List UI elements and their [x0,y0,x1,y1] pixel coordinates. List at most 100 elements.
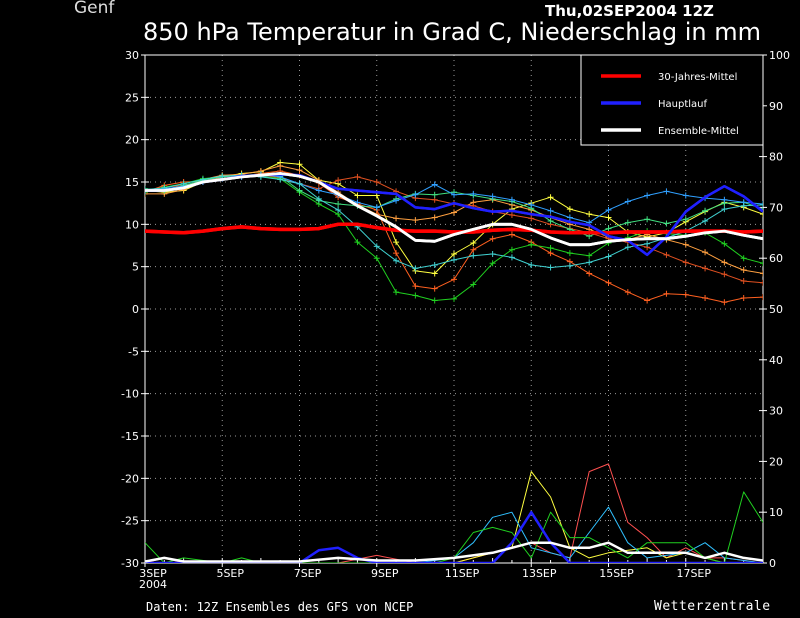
temp-point-marker [451,295,457,302]
x-tick-label: 17SEP [676,567,711,580]
y-left-tick-label: -25 [121,515,139,528]
temp-point-marker [431,214,438,221]
temp-point-marker [393,257,400,264]
temp-point-marker [145,189,148,196]
x-tick-label: 15SEP [599,567,634,580]
temp-point-marker [760,294,763,301]
y-left-tick-label: 20 [125,134,139,147]
temp-point-marker [489,235,496,242]
temp-point-marker [721,299,728,306]
y-right-tick-label: 50 [769,303,783,316]
temp-point-marker [547,217,554,224]
x-tick-label: 7SEP [294,567,322,580]
temp-point-marker [644,192,651,199]
temp-point-marker [566,262,573,269]
temp-point-marker [682,216,689,223]
y-left-tick-label: 30 [125,49,139,62]
temp-point-marker [605,225,612,232]
temp-point-marker [219,173,226,180]
temp-point-marker [373,255,380,262]
temp-point-marker [470,239,477,246]
temp-point-marker [373,204,380,211]
temp-point-marker [566,206,573,213]
temp-point-marker [393,215,400,222]
y-left-tick-label: 25 [125,91,139,104]
temp-point-marker [145,190,148,197]
temp-point-marker [528,241,535,248]
temp-point-marker [663,220,670,227]
temp-point-marker [508,196,515,203]
temp-point-marker [354,239,361,246]
x-tick-label: 9SEP [371,567,399,580]
temp-point-marker [702,217,709,224]
y-right-tick-label: 40 [769,354,783,367]
brand-label: Wetterzentrale [654,599,771,614]
y-left-tick-label: -20 [121,472,139,485]
temp-point-marker [528,215,535,222]
temp-point-marker [624,289,631,296]
temp-line-top-ensemble-mittel [145,172,763,247]
temp-point-marker [740,267,747,274]
y-left-tick-label: -15 [121,430,139,443]
temp-point-marker [740,278,747,285]
temp-point-marker [431,261,438,268]
temp-point-marker [393,289,400,296]
temp-point-marker [702,265,709,272]
location-label: Genf [74,0,115,18]
temp-point-marker [528,201,535,208]
temp-point-marker [431,196,438,203]
temp-point-marker [663,290,670,297]
temp-point-marker [740,294,747,301]
temp-point-marker [296,167,303,174]
temp-point-marker [547,194,554,201]
temp-point-marker [335,201,342,208]
temp-point-marker [682,259,689,266]
temp-point-marker [760,201,763,208]
y-right-tick-label: 20 [769,455,783,468]
temp-point-marker [644,297,651,304]
temp-point-marker [566,214,573,221]
temp-point-marker [296,180,303,187]
x-tick-label: 5SEP [216,567,244,580]
temp-point-marker [760,260,763,267]
y-left-tick-label: -10 [121,388,139,401]
legend-label: 30-Jahres-Mittel [658,72,737,83]
y-right-tick-label: 10 [769,506,783,519]
temp-point-marker [335,206,342,213]
temp-point-marker [393,239,400,246]
y-left-tick-label: -5 [128,345,139,358]
y-right-tick-label: 0 [769,557,776,570]
temp-point-marker [663,251,670,258]
y-right-tick-label: 60 [769,252,783,265]
temp-point-marker [315,195,322,202]
temp-point-marker [605,253,612,260]
temp-point-marker [682,192,689,199]
temp-point-marker [296,161,303,168]
temp-point-marker [624,219,631,226]
temp-point-marker [489,260,496,267]
temp-point-marker [721,271,728,278]
temp-point-marker [740,255,747,262]
y-left-tick-label: 5 [132,261,139,274]
temp-point-marker [451,256,457,263]
y-right-tick-label: 90 [769,100,783,113]
temp-point-marker [489,250,496,257]
temp-point-marker [451,209,457,216]
temp-point-marker [451,276,457,283]
temp-point-marker [721,206,728,213]
temp-point-marker [393,250,400,257]
temp-point-marker [296,187,303,194]
temp-point-marker [393,197,400,204]
temp-point-marker [412,217,419,224]
temp-point-marker [586,252,593,259]
temp-point-marker [354,192,361,199]
temp-point-marker [373,243,380,250]
temp-point-marker [277,176,284,183]
temp-point-marker [702,249,709,256]
temp-point-marker [508,212,515,219]
temp-point-marker [644,240,651,247]
temp-point-marker [431,285,438,292]
temp-point-marker [470,281,477,288]
temp-point-marker [431,191,438,198]
temp-point-marker [508,231,515,238]
